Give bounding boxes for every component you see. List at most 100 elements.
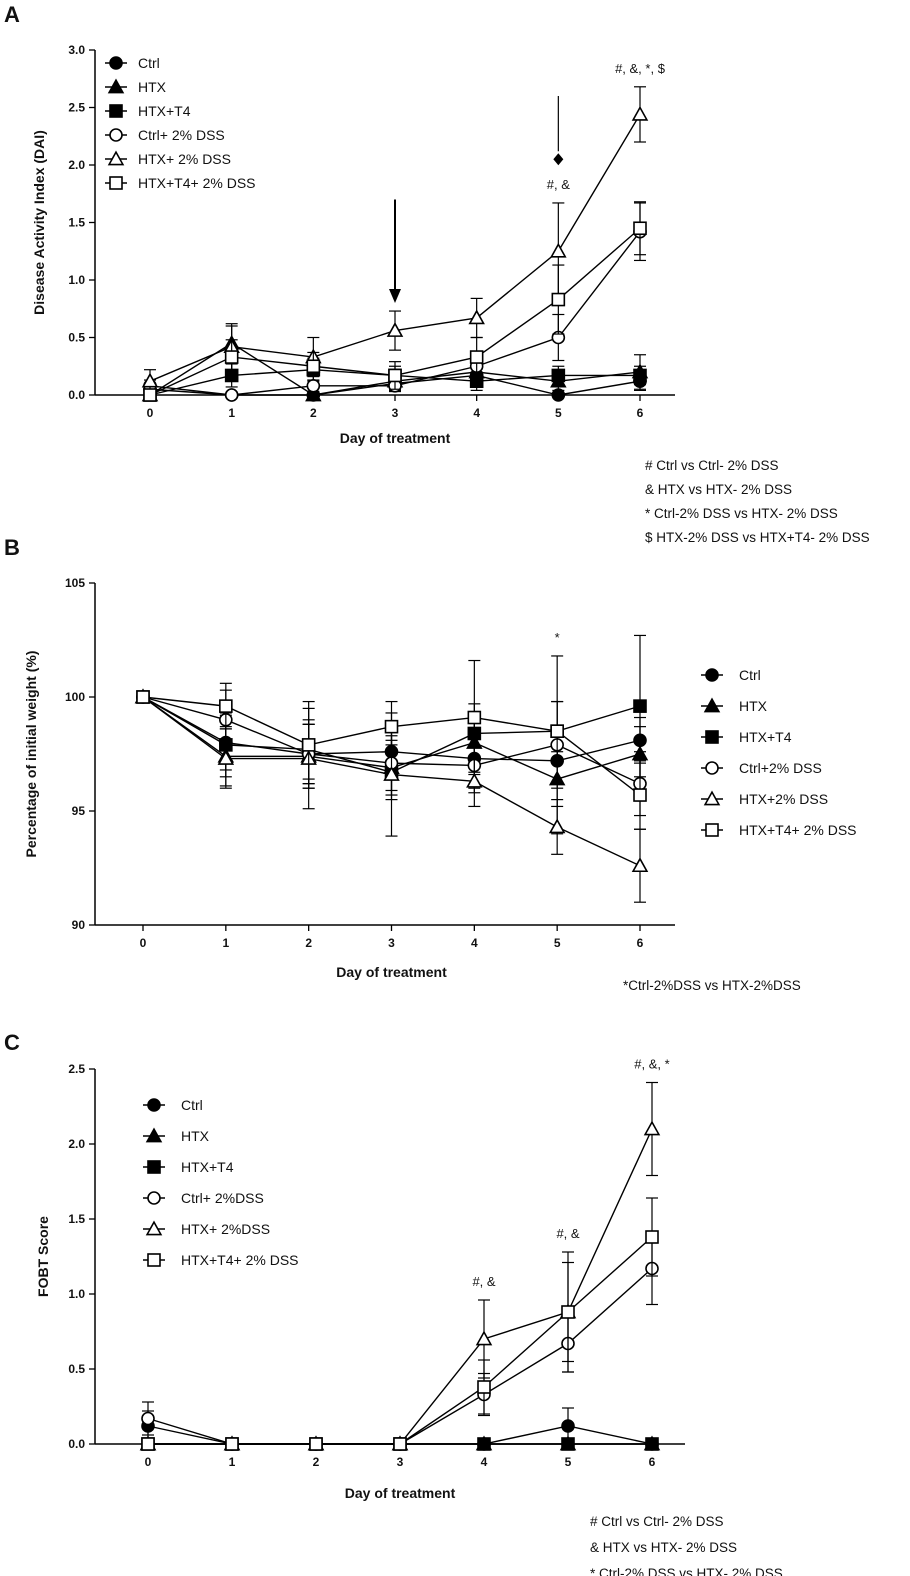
legend-label: Ctrl — [138, 55, 160, 71]
legend-marker — [703, 697, 721, 713]
data-point — [468, 309, 485, 325]
y-axis-title: Percentage of initial weight (%) — [23, 651, 39, 858]
y-tick-label: 100 — [65, 690, 85, 704]
panel-a-letter: A — [4, 2, 20, 27]
legend-marker — [145, 1127, 163, 1143]
y-axis-title: FOBT Score — [35, 1216, 51, 1297]
data-point — [217, 750, 235, 765]
x-tick-label: 6 — [649, 1455, 656, 1469]
x-tick-label: 4 — [471, 936, 478, 950]
data-point — [384, 719, 399, 734]
legend-marker — [705, 730, 719, 744]
data-point — [643, 1120, 661, 1136]
data-point — [225, 1437, 239, 1451]
x-axis-title: Day of treatment — [336, 964, 447, 980]
legend-label: HTX+2% DSS — [739, 791, 828, 807]
legend-marker — [107, 150, 125, 166]
legend-marker — [107, 78, 125, 94]
data-point — [143, 388, 157, 402]
x-tick-label: 6 — [637, 936, 644, 950]
panel-b: 90 95 100 105 0 1 2 3 4 5 6 Day of treatment Percent… — [23, 576, 857, 993]
significance-annotation: #, & — [547, 177, 570, 192]
x-tick-label: 1 — [229, 1455, 236, 1469]
y-tick-label: 0.0 — [68, 388, 85, 402]
x-tick-label: 4 — [481, 1455, 488, 1469]
footnote-text: & HTX vs HTX- 2% DSS — [645, 482, 792, 497]
data-point — [645, 1437, 659, 1451]
y-tick-label: 0.5 — [68, 331, 85, 345]
legend-marker — [109, 104, 123, 118]
footnotes: # Ctrl vs Ctrl- 2% DSS & HTX vs HTX- 2% D… — [645, 458, 870, 545]
data-point — [386, 322, 404, 337]
y-tick-label: 1.0 — [68, 1287, 85, 1301]
data-point — [633, 221, 647, 236]
data-point — [467, 710, 482, 725]
significance-annotation: * — [555, 630, 560, 645]
y-tick-label: 90 — [72, 918, 86, 932]
data-point — [466, 772, 483, 788]
legend: Ctrl HTX HTX+T4 Ctrl+2% DSS HTX+2% DSS HTX+T4… — [701, 667, 857, 838]
footnote-text: * Ctrl-2% DSS vs HTX- 2% DSS — [645, 506, 838, 521]
legend-marker — [705, 823, 719, 837]
data-point — [477, 1437, 491, 1451]
series-line — [148, 1236, 653, 1445]
footnote-text: # Ctrl vs Ctrl- 2% DSS — [590, 1514, 724, 1529]
series-htx-t4-2-dss — [141, 1197, 659, 1451]
legend-marker — [705, 668, 719, 682]
x-tick-label: 2 — [310, 406, 317, 420]
legend-marker — [703, 790, 721, 806]
data-point — [141, 372, 159, 388]
y-tick-label: 3.0 — [68, 43, 85, 57]
legend-label: HTX+T4 — [739, 729, 792, 745]
data-point — [561, 1419, 575, 1433]
x-tick-label: 5 — [555, 406, 562, 420]
legend-label: HTX+T4+ 2% DSS — [181, 1252, 299, 1268]
legend-marker — [145, 1220, 163, 1236]
legend-label: Ctrl — [739, 667, 761, 683]
data-point — [477, 1380, 491, 1394]
x-tick-label: 3 — [388, 936, 395, 950]
series-htx-t4-2-dss — [136, 659, 647, 830]
legend-label: HTX+T4+ 2% DSS — [138, 175, 256, 191]
legend-label: HTX — [138, 79, 167, 95]
panel-c: 0.0 0.5 1.0 1.5 2.0 2.5 0 1 2 3 4 5 6 Day of treatmen… — [35, 1057, 783, 1576]
data-point — [561, 1305, 575, 1319]
x-tick-label: 1 — [222, 936, 229, 950]
panel-b-letter: B — [4, 535, 20, 560]
x-tick-label: 3 — [392, 406, 399, 420]
panel-c-letter: C — [4, 1030, 20, 1055]
footnote-text: *Ctrl-2%DSS vs HTX-2%DSS — [623, 978, 801, 993]
legend-marker — [109, 56, 123, 70]
y-tick-label: 0.5 — [68, 1362, 85, 1376]
y-tick-label: 2.0 — [68, 1137, 85, 1151]
data-point — [309, 1437, 323, 1451]
legend-label: HTX+ 2%DSS — [181, 1221, 270, 1237]
y-tick-label: 1.5 — [68, 216, 85, 230]
data-point — [224, 350, 239, 364]
y-tick-label: 2.5 — [68, 1062, 85, 1076]
legend-label: HTX+T4 — [138, 103, 191, 119]
x-tick-label: 5 — [565, 1455, 572, 1469]
footnotes: *Ctrl-2%DSS vs HTX-2%DSS — [623, 978, 801, 993]
data-point — [561, 1437, 575, 1451]
legend: Ctrl HTX HTX+T4 Ctrl+ 2%DSS HTX+ 2%DSS HTX+T4… — [143, 1097, 299, 1268]
x-tick-label: 2 — [313, 1455, 320, 1469]
y-tick-label: 2.0 — [68, 158, 85, 172]
significance-annotation: #, &, * — [634, 1057, 669, 1072]
x-tick-label: 6 — [637, 406, 644, 420]
x-tick-label: 1 — [228, 406, 235, 420]
significance-annotation: #, & — [472, 1274, 495, 1289]
data-point — [224, 388, 239, 402]
y-tick-label: 1.0 — [68, 273, 85, 287]
legend: Ctrl HTX HTX+T4 Ctrl+ 2% DSS HTX+ 2% DSS HTX+… — [105, 55, 256, 191]
diamond-marker — [553, 153, 564, 166]
legend-label: Ctrl+2% DSS — [739, 760, 822, 776]
y-axis-title: Disease Activity Index (DAI) — [31, 130, 47, 315]
data-point — [633, 699, 647, 713]
data-point — [475, 1330, 493, 1346]
x-tick-label: 0 — [147, 406, 154, 420]
y-tick-label: 1.5 — [68, 1212, 85, 1226]
data-point — [631, 105, 649, 121]
footnote-text: # Ctrl vs Ctrl- 2% DSS — [645, 458, 779, 473]
x-tick-label: 5 — [554, 936, 561, 950]
